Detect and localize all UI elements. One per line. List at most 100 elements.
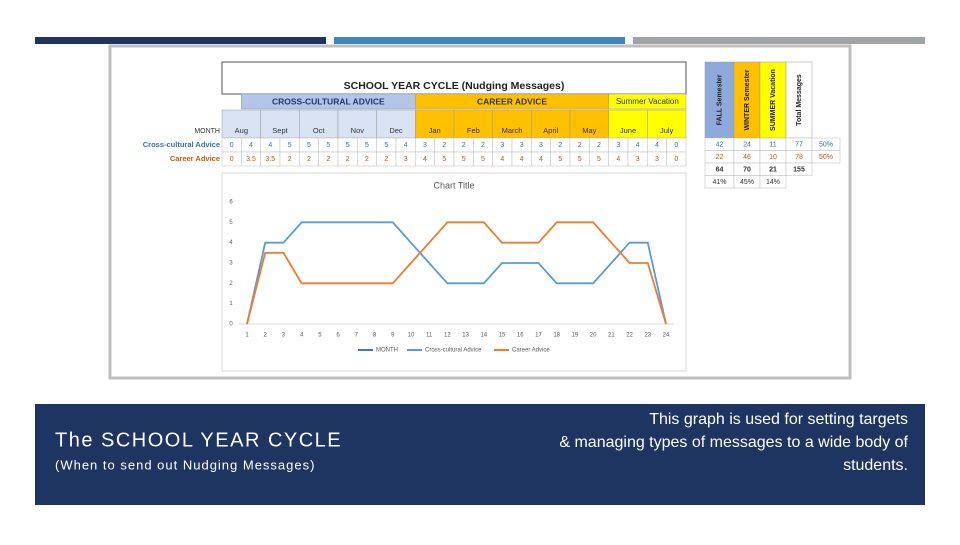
x-tick-label: 16 — [517, 333, 524, 339]
data-cell-value: 3 — [520, 142, 524, 149]
data-cell-value: 3 — [636, 156, 640, 163]
data-cell-value: 5 — [326, 142, 330, 149]
y-tick-label: 2 — [229, 281, 233, 287]
month-label: July — [660, 126, 674, 135]
x-tick-label: 4 — [300, 333, 304, 339]
month-cell — [569, 109, 609, 139]
month-label: Dec — [389, 126, 403, 135]
month-header: MONTH — [194, 128, 220, 135]
x-tick-label: 20 — [590, 333, 597, 339]
summary-value: 70 — [743, 166, 751, 173]
summary-value: 41% — [712, 179, 726, 186]
data-cell-value: 2 — [384, 156, 388, 163]
data-cell-value: 4 — [423, 156, 427, 163]
group-label: CAREER ADVICE — [477, 96, 547, 106]
chart-title: Chart Title — [433, 180, 474, 190]
month-label: Sept — [272, 126, 288, 135]
data-cell-value: 3 — [423, 142, 427, 149]
month-label: April — [543, 126, 558, 135]
summary-header-cell — [785, 61, 813, 139]
data-cell-value: 5 — [558, 156, 562, 163]
summary-value: 155 — [793, 166, 805, 173]
legend-label: MONTH — [376, 348, 398, 354]
summary-value: 46 — [743, 154, 751, 161]
x-tick-label: 17 — [535, 333, 542, 339]
summary-value: 10 — [769, 154, 777, 161]
x-tick-label: 1 — [245, 333, 249, 339]
summary-header: FALL Semester — [716, 74, 723, 125]
data-cell-value: 5 — [288, 142, 292, 149]
summary-value: 21 — [769, 166, 777, 173]
month-cell — [376, 109, 416, 139]
x-tick-label: 14 — [480, 333, 487, 339]
data-cell-value: 4 — [404, 142, 408, 149]
month-cell — [453, 109, 493, 139]
data-cell-value: 5 — [597, 156, 601, 163]
data-cell-value: 2 — [578, 142, 582, 149]
data-cell-value: 2 — [288, 156, 292, 163]
slide-title: The SCHOOL YEAR CYCLE — [55, 429, 342, 451]
summary-value: 14% — [766, 179, 780, 186]
data-cell-value: 3 — [539, 142, 543, 149]
table-title: SCHOOL YEAR CYCLE (Nudging Messages) — [344, 80, 565, 92]
chart-area — [221, 172, 687, 372]
x-tick-label: 23 — [644, 333, 651, 339]
summary-value: 22 — [716, 154, 724, 161]
summary-value: 50% — [819, 141, 833, 148]
summary-header-cell — [704, 61, 735, 139]
summary-value: 78 — [795, 154, 803, 161]
data-cell-value: 3.5 — [265, 156, 275, 163]
data-cell-value: 4 — [268, 142, 272, 149]
data-cell — [666, 151, 687, 167]
y-tick-label: 4 — [229, 240, 233, 246]
legend-label: Cross-cultural Advice — [425, 348, 482, 354]
x-tick-label: 13 — [462, 333, 469, 339]
y-tick-label: 5 — [229, 220, 233, 226]
y-tick-label: 6 — [229, 200, 233, 206]
data-cell-value: 5 — [442, 156, 446, 163]
summary-header: WINTER Semester — [744, 69, 751, 130]
row-label: Cross-cultural Advice — [143, 140, 220, 149]
month-cell — [337, 109, 377, 139]
description: This graph is used for setting targets — [649, 411, 908, 428]
data-cell-value: 4 — [539, 156, 543, 163]
data-cell-value: 4 — [520, 156, 524, 163]
data-cell-value: 2 — [462, 142, 466, 149]
summary-header: SUMMER Vacation — [770, 69, 777, 131]
data-cell-value: 3 — [655, 156, 659, 163]
month-label: March — [502, 126, 523, 135]
x-tick-label: 24 — [663, 333, 670, 339]
month-label: Nov — [351, 126, 365, 135]
x-tick-label: 7 — [355, 333, 359, 339]
month-label: Oct — [313, 126, 326, 135]
data-cell-value: 4 — [636, 142, 640, 149]
month-cell — [531, 109, 571, 139]
description: students. — [843, 457, 908, 474]
data-cell-value: 5 — [578, 156, 582, 163]
series-line — [246, 221, 667, 325]
row-label: Career Advice — [170, 154, 220, 163]
y-tick-label: 0 — [229, 322, 233, 328]
month-label: Feb — [467, 126, 480, 135]
data-cell-value: 0 — [230, 142, 234, 149]
x-tick-label: 10 — [408, 333, 415, 339]
data-cell-value: 2 — [597, 142, 601, 149]
x-tick-label: 11 — [426, 333, 433, 339]
data-cell-value: 2 — [346, 156, 350, 163]
x-tick-label: 5 — [318, 333, 322, 339]
summary-value: 77 — [795, 141, 803, 148]
group-label: Summer Vacation — [616, 97, 679, 106]
x-tick-label: 12 — [444, 333, 451, 339]
month-label: Aug — [235, 126, 248, 135]
summary-cell — [811, 150, 841, 164]
top-bar — [633, 37, 925, 44]
data-cell-value: 4 — [500, 156, 504, 163]
data-cell-value: 5 — [481, 156, 485, 163]
y-tick-label: 3 — [229, 261, 233, 267]
summary-value: 50% — [819, 154, 833, 161]
data-cell-value: 0 — [230, 156, 234, 163]
data-cell-value: 2 — [558, 142, 562, 149]
x-tick-label: 3 — [282, 333, 286, 339]
data-cell-value: 3 — [404, 156, 408, 163]
month-cell — [647, 109, 687, 139]
